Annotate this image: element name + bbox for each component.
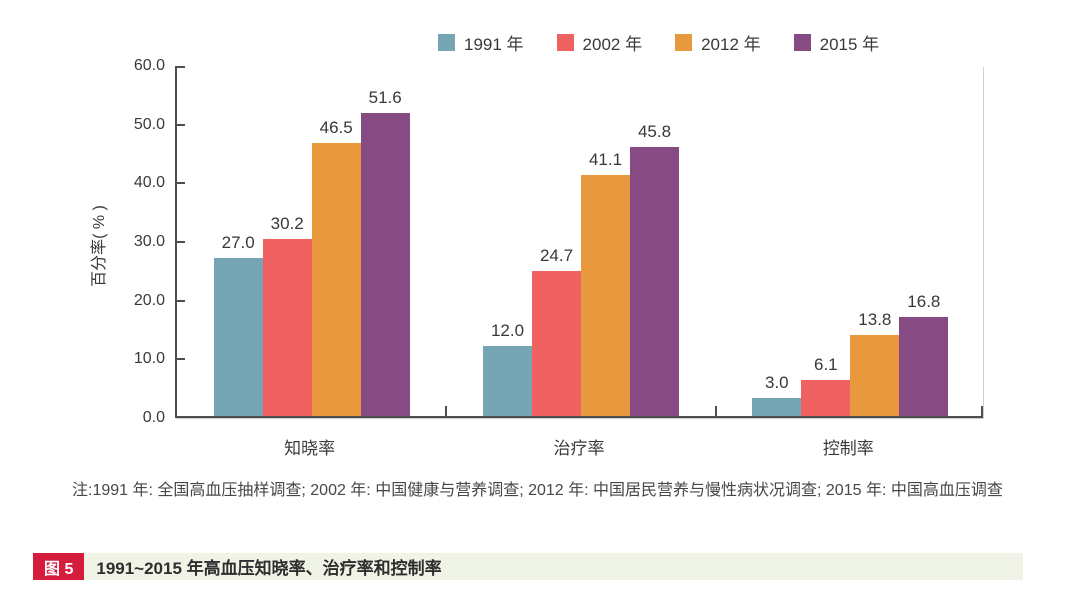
legend-item: 2012 年 <box>675 30 761 55</box>
bar: 27.0 <box>213 233 263 416</box>
bar: 45.8 <box>630 122 679 416</box>
bar-value-label: 45.8 <box>637 122 672 142</box>
legend-swatch <box>438 34 455 51</box>
x-axis-tick <box>714 406 717 416</box>
bar-value-label: 27.0 <box>221 232 255 252</box>
y-axis-tick-label: 0.0 <box>142 409 165 426</box>
plot-area: 27.0 30.2 46.5 51.6 12.0 24.7 41.1 45.8 3.0 6.1 13… <box>175 66 983 418</box>
x-category-label: 治疗率 <box>553 439 605 458</box>
legend-label: 2015 年 <box>819 35 880 54</box>
bar-value-label: 41.1 <box>588 149 623 169</box>
y-axis-tick <box>177 299 185 302</box>
legend-label: 1991 年 <box>464 35 524 54</box>
legend-label: 2002 年 <box>582 35 643 54</box>
bar-value-label: 12.0 <box>490 320 525 340</box>
bar: 24.7 <box>532 246 581 416</box>
bar: 3.0 <box>752 373 802 416</box>
legend-swatch <box>793 34 811 51</box>
bar: 41.1 <box>581 150 630 416</box>
x-category-label: 控制率 <box>822 439 874 458</box>
y-axis-tick-label: 50.0 <box>133 115 165 133</box>
bar-value-label: 51.6 <box>368 88 402 108</box>
legend-swatch <box>675 34 693 51</box>
bar-value-label: 13.8 <box>858 310 892 330</box>
bar: 30.2 <box>262 214 312 416</box>
bar-value-label: 6.1 <box>814 355 838 375</box>
figure-caption: 图 5 1991~2015 年高血压知晓率、治疗率和控制率 <box>33 553 1023 580</box>
figure-caption-title: 1991~2015 年高血压知晓率、治疗率和控制率 <box>96 559 442 578</box>
y-axis-tick-label: 30.0 <box>133 233 165 250</box>
legend-item: 1991 年 <box>438 30 524 55</box>
bar: 16.8 <box>899 292 949 416</box>
y-axis-tick-label: 60.0 <box>133 57 165 74</box>
legend-item: 2002 年 <box>556 30 643 55</box>
figure-number-badge: 图 5 <box>33 553 85 580</box>
y-axis-tick <box>177 182 185 185</box>
x-category-label: 知晓率 <box>284 439 336 458</box>
bar: 13.8 <box>850 310 900 416</box>
bar-value-label: 30.2 <box>270 213 304 233</box>
bar-value-label: 3.0 <box>765 373 789 393</box>
bar: 6.1 <box>801 355 851 416</box>
bar-value-label: 24.7 <box>539 246 574 266</box>
legend-item: 2015 年 <box>793 30 880 55</box>
bar: 46.5 <box>311 118 361 416</box>
legend-swatch <box>556 34 574 51</box>
y-axis-tick-label: 40.0 <box>133 174 165 192</box>
figure-caption-bar: 1991~2015 年高血压知晓率、治疗率和控制率 <box>84 553 1023 580</box>
y-axis-tick-label: 10.0 <box>133 350 165 368</box>
legend-label: 2012 年 <box>701 35 761 54</box>
bar: 51.6 <box>360 88 410 416</box>
y-axis-tick <box>177 358 185 361</box>
chart-legend: 1991 年 2002 年 2012 年 2015 年 <box>438 30 879 55</box>
y-axis-tick <box>177 66 185 68</box>
footnote: 注:1991 年: 全国高血压抽样调查; 2002 年: 中国健康与营养调查; … <box>72 482 1003 499</box>
x-axis-tick <box>981 406 983 416</box>
x-axis-tick <box>445 406 448 416</box>
bar: 12.0 <box>483 321 532 416</box>
y-axis-tick <box>177 241 185 243</box>
y-axis-tick <box>177 123 185 126</box>
y-axis-tick-label: 20.0 <box>133 291 165 309</box>
bar-value-label: 16.8 <box>907 292 941 312</box>
bar-value-label: 46.5 <box>319 118 353 138</box>
